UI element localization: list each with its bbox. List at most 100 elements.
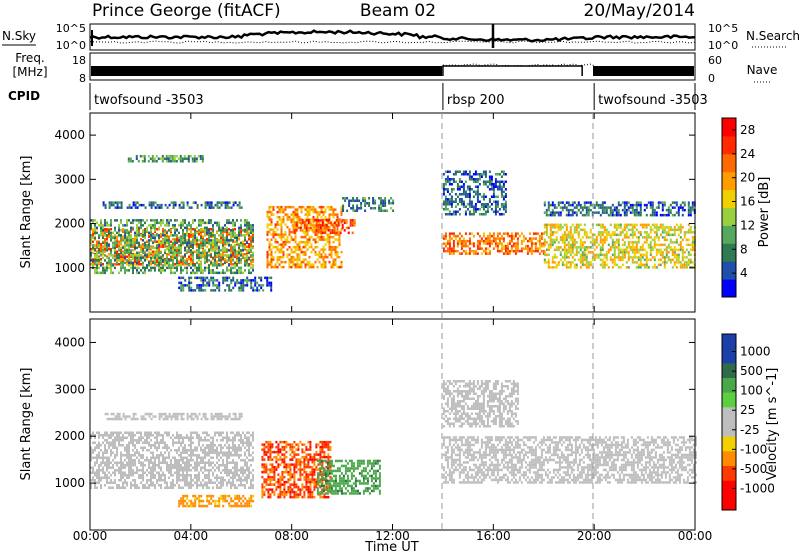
power-cell xyxy=(292,258,295,261)
power-cell xyxy=(364,204,367,207)
power-cell xyxy=(180,264,182,267)
power-cell xyxy=(240,261,242,265)
power-cell xyxy=(591,238,594,242)
power-cell xyxy=(198,264,200,267)
power-cell xyxy=(300,240,303,244)
power-cell xyxy=(502,247,505,250)
power-cell xyxy=(325,224,328,227)
power-cell xyxy=(571,261,574,264)
power-cell xyxy=(220,261,222,265)
power-cell xyxy=(549,226,552,229)
power-cell xyxy=(172,254,174,257)
power-cell xyxy=(571,256,574,259)
power-cell xyxy=(232,286,235,290)
power-cell xyxy=(555,206,558,209)
power-cell xyxy=(104,271,106,275)
power-cell xyxy=(305,229,308,232)
velocity-cell xyxy=(148,464,150,467)
power-cell xyxy=(647,266,650,269)
power-cell xyxy=(599,226,602,229)
power-cell xyxy=(579,203,582,207)
power-cell xyxy=(679,243,682,247)
power-cell xyxy=(199,155,202,158)
power-cell xyxy=(293,231,296,235)
power-cell xyxy=(601,261,604,264)
velocity-cell xyxy=(140,456,142,459)
power-cell xyxy=(454,234,457,238)
velocity-cell xyxy=(158,476,160,479)
power-cell xyxy=(607,206,610,209)
power-cell xyxy=(230,206,233,209)
power-cell xyxy=(308,210,311,214)
power-cell xyxy=(290,205,293,209)
power-cell xyxy=(236,234,238,237)
power-cell xyxy=(165,157,168,160)
power-cell xyxy=(559,226,562,229)
power-cell xyxy=(226,276,229,280)
power-cell xyxy=(667,211,670,214)
power-cell xyxy=(653,226,656,229)
power-cell xyxy=(90,239,92,242)
power-cell xyxy=(150,260,152,263)
velocity-cell xyxy=(130,486,132,489)
power-cell xyxy=(488,198,491,201)
power-cell xyxy=(114,236,116,240)
power-cell xyxy=(100,245,102,248)
power-cell xyxy=(557,203,560,207)
power-cell xyxy=(212,258,214,261)
power-cell xyxy=(228,264,230,267)
power-cell xyxy=(326,205,329,209)
power-cell xyxy=(353,219,356,222)
power-cell xyxy=(128,236,130,240)
power-cell xyxy=(547,243,550,247)
power-cell xyxy=(567,241,570,244)
power-cell xyxy=(182,289,185,292)
power-cell xyxy=(643,266,646,269)
power-cell xyxy=(300,210,303,214)
power-cell xyxy=(456,195,459,198)
power-cell xyxy=(342,209,345,212)
velocity-cell xyxy=(112,446,114,449)
power-cell xyxy=(478,239,481,243)
power-cell xyxy=(484,242,487,245)
power-cell xyxy=(337,221,340,225)
power-cell xyxy=(266,260,269,264)
power-cell xyxy=(298,245,301,249)
velocity-cell xyxy=(102,451,104,454)
power-cell xyxy=(129,160,132,163)
power-cell xyxy=(649,246,652,249)
power-cell xyxy=(617,213,620,217)
power-cell xyxy=(623,211,626,214)
power-cell xyxy=(577,201,580,204)
velocity-cell xyxy=(104,444,106,447)
power-cell xyxy=(631,206,634,209)
velocity-cell xyxy=(90,436,92,439)
power-cell xyxy=(639,258,642,262)
power-cell xyxy=(567,266,570,269)
power-cell xyxy=(647,223,650,227)
velocity-cell xyxy=(106,456,108,459)
power-cell xyxy=(154,234,156,237)
velocity-cell xyxy=(134,439,136,442)
power-ylabel: Slant Range [km] xyxy=(19,156,34,269)
power-cell xyxy=(179,160,182,163)
power-cell xyxy=(168,251,170,255)
power-cell xyxy=(232,253,234,256)
power-cell xyxy=(324,215,327,219)
power-cell xyxy=(140,226,142,230)
power-cell xyxy=(679,231,682,234)
power-cell xyxy=(92,240,94,243)
power-cell xyxy=(488,205,491,208)
power-cell xyxy=(208,229,210,232)
power-cell xyxy=(488,252,491,255)
power-cell xyxy=(615,206,618,209)
power-cell xyxy=(254,284,257,287)
power-cell xyxy=(216,271,218,275)
power-cell xyxy=(180,281,183,285)
power-cell xyxy=(200,284,203,287)
velocity-cell xyxy=(162,471,164,474)
power-cell xyxy=(488,232,491,235)
power-cell xyxy=(150,259,152,262)
power-cell xyxy=(508,239,511,243)
power-cell xyxy=(306,215,309,219)
